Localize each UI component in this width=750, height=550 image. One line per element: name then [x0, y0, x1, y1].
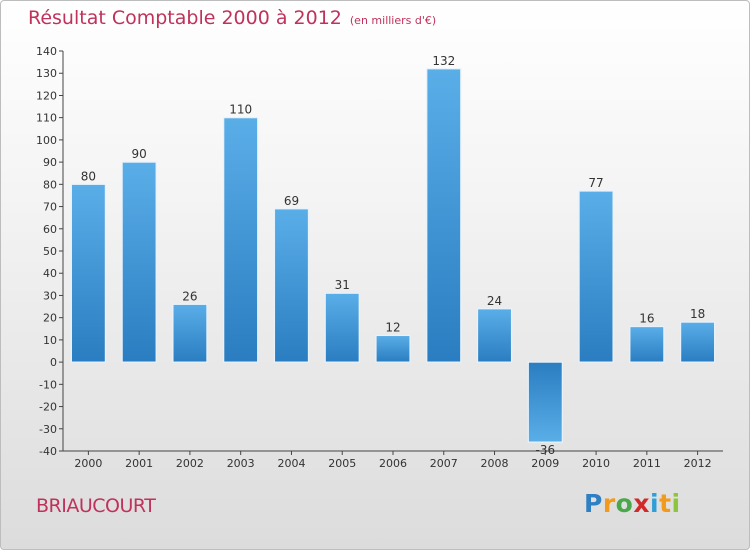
x-tick-label-2001: 2001 — [125, 457, 153, 470]
value-label-2005: 31 — [335, 278, 350, 292]
bar-2010 — [578, 190, 614, 363]
value-label-2004: 69 — [284, 194, 299, 208]
value-label-2012: 18 — [690, 307, 705, 321]
y-tick-label: 60 — [43, 223, 57, 236]
logo-letter: r — [602, 489, 616, 518]
proxiti-logo[interactable]: Proxiti — [584, 489, 681, 518]
bar-2001 — [121, 161, 157, 363]
chart-subtitle: (en milliers d'€) — [349, 14, 437, 27]
logo-letter: i — [671, 489, 681, 518]
logo-letter: t — [659, 489, 672, 518]
value-label-2003: 110 — [229, 103, 252, 117]
x-tick-label-2000: 2000 — [74, 457, 102, 470]
y-tick-label: 0 — [50, 356, 57, 369]
value-label-2001: 90 — [132, 147, 147, 161]
x-tick-label-2011: 2011 — [633, 457, 661, 470]
y-tick-label: 40 — [43, 267, 57, 280]
bar-2003 — [223, 117, 259, 363]
value-label-2011: 16 — [639, 312, 654, 326]
logo-letter: x — [633, 489, 650, 518]
bar-2009 — [527, 361, 563, 443]
bar-2002 — [172, 303, 208, 363]
value-label-2009: -36 — [536, 443, 556, 457]
value-label-2000: 80 — [81, 169, 96, 183]
y-tick-label: 80 — [43, 178, 57, 191]
x-tick-label-2008: 2008 — [481, 457, 509, 470]
bar-2008 — [476, 308, 513, 363]
y-tick-label: 10 — [43, 334, 57, 347]
value-label-2007: 132 — [432, 54, 455, 68]
x-tick-label-2005: 2005 — [328, 457, 356, 470]
commune-name: BRIAUCOURT — [36, 495, 156, 517]
title-text: Résultat Comptable 2000 à 2012 — [28, 7, 342, 29]
y-tick-label: 120 — [36, 89, 57, 102]
x-tick-label-2007: 2007 — [430, 457, 458, 470]
x-tick-label-2006: 2006 — [379, 457, 407, 470]
bar-2007 — [426, 68, 462, 363]
y-tick-label: 110 — [36, 112, 57, 125]
bar-2006 — [375, 334, 411, 363]
bar-2004 — [273, 208, 310, 363]
y-tick-label: 30 — [43, 289, 57, 302]
bar-2005 — [324, 292, 360, 363]
bar-2011 — [629, 325, 665, 363]
y-tick-label: 70 — [43, 201, 57, 214]
y-tick-label: 20 — [43, 312, 57, 325]
logo-letter: o — [615, 489, 634, 518]
value-label-2006: 12 — [385, 320, 400, 334]
x-tick-label-2010: 2010 — [582, 457, 610, 470]
y-tick-label: 50 — [43, 245, 57, 258]
y-tick-label: 90 — [43, 156, 57, 169]
x-tick-label-2003: 2003 — [227, 457, 255, 470]
y-tick-label: -20 — [39, 401, 57, 414]
y-tick-label: -10 — [39, 378, 57, 391]
logo-letter: i — [650, 489, 660, 518]
logo-letter: P — [584, 489, 603, 518]
y-tick-label: -30 — [39, 423, 57, 436]
bar-2000 — [70, 183, 106, 363]
value-label-2008: 24 — [487, 294, 502, 308]
bar-2012 — [680, 321, 716, 363]
value-label-2010: 77 — [588, 176, 603, 190]
value-label-2002: 26 — [182, 289, 197, 303]
y-tick-label: 140 — [36, 45, 57, 58]
y-tick-label: 130 — [36, 67, 57, 80]
x-tick-label-2012: 2012 — [684, 457, 712, 470]
y-tick-label: 100 — [36, 134, 57, 147]
chart-title: Résultat Comptable 2000 à 2012 (en millie… — [28, 7, 436, 29]
x-tick-label-2009: 2009 — [531, 457, 559, 470]
y-tick-label: -40 — [39, 445, 57, 458]
x-tick-label-2002: 2002 — [176, 457, 204, 470]
x-tick-label-2004: 2004 — [277, 457, 305, 470]
